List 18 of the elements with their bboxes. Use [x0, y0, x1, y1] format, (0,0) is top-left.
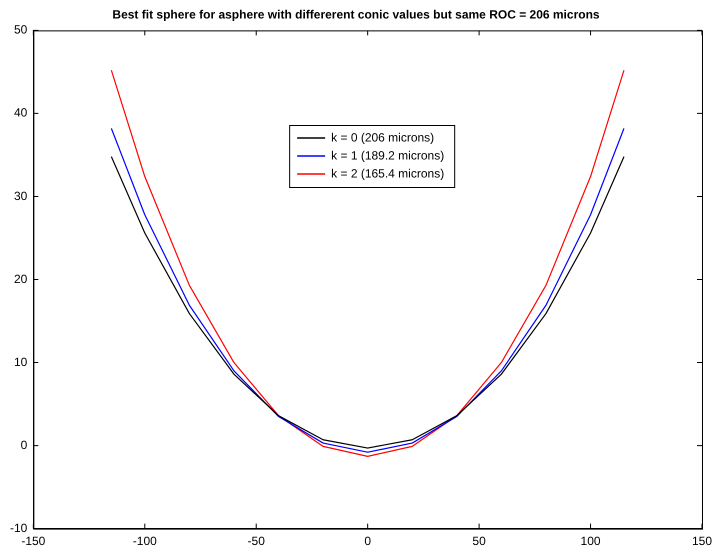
- y-tick-label: 0: [20, 438, 28, 452]
- legend-label: k = 1 (189.2 microns): [331, 148, 444, 162]
- y-tick-label: 20: [14, 272, 28, 286]
- y-tick-label: -10: [10, 520, 28, 535]
- x-tick-label: -150: [21, 534, 46, 548]
- chart-title: Best fit sphere for asphere with differerent conic values but same ROC = 206 microns: [112, 8, 600, 22]
- y-tick-label: 30: [14, 188, 28, 203]
- y-tick-label: 40: [14, 106, 28, 120]
- x-tick-label: 50: [472, 534, 486, 548]
- x-tick-label: 100: [580, 534, 601, 548]
- x-tick-label: -100: [132, 534, 158, 548]
- legend-label: k = 0 (206 microns): [331, 130, 434, 144]
- x-tick-label: 0: [364, 534, 372, 548]
- y-tick-label: 10: [14, 354, 28, 369]
- x-tick-label: 150: [692, 534, 712, 548]
- x-tick-label: -50: [248, 534, 266, 548]
- legend-label: k = 2 (165.4 microns): [331, 166, 444, 180]
- y-tick-label: 50: [14, 22, 28, 37]
